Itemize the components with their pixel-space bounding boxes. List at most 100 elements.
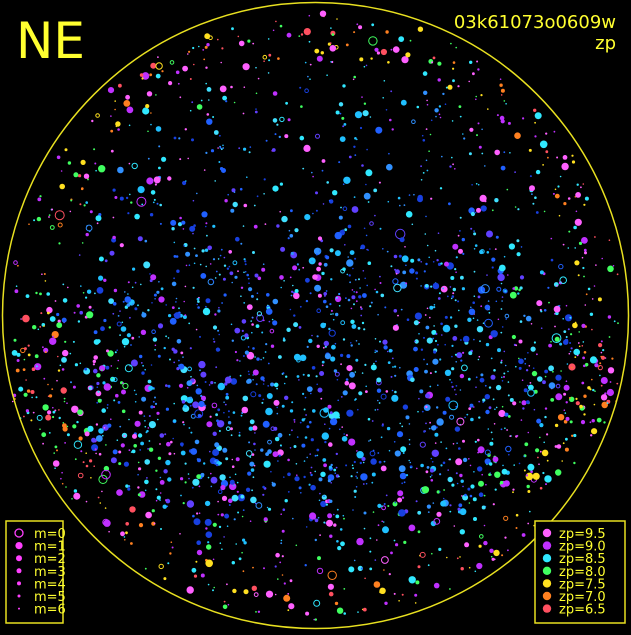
star — [477, 68, 480, 71]
star — [84, 367, 87, 371]
star — [252, 347, 255, 350]
star — [240, 286, 244, 289]
star — [36, 216, 42, 222]
star — [132, 433, 137, 439]
star — [503, 151, 506, 154]
star — [242, 63, 250, 71]
star — [521, 379, 524, 382]
star — [126, 333, 131, 338]
star — [231, 188, 236, 193]
star — [490, 357, 493, 360]
star — [425, 405, 428, 409]
star — [352, 267, 354, 270]
star — [363, 102, 367, 105]
star — [155, 469, 158, 472]
star — [212, 338, 215, 340]
star — [452, 67, 455, 70]
star — [607, 265, 614, 273]
star — [62, 283, 65, 286]
star — [271, 481, 274, 484]
star — [163, 346, 166, 350]
star — [296, 357, 301, 363]
star — [413, 320, 419, 326]
star — [559, 175, 562, 178]
star — [524, 358, 526, 360]
star — [78, 254, 81, 256]
star — [480, 373, 484, 377]
star — [175, 70, 180, 75]
star — [123, 536, 126, 538]
star — [133, 444, 137, 448]
star — [274, 593, 277, 596]
star — [485, 342, 490, 347]
star — [230, 208, 235, 213]
star — [611, 357, 614, 360]
star — [585, 293, 588, 296]
star — [442, 497, 445, 500]
star — [433, 350, 437, 354]
star — [564, 447, 569, 452]
star — [43, 347, 49, 353]
star — [426, 337, 433, 344]
star — [451, 385, 454, 388]
star — [323, 495, 325, 498]
star — [273, 382, 279, 388]
star — [186, 500, 195, 508]
star — [108, 298, 114, 304]
star — [394, 365, 397, 368]
star — [270, 470, 272, 473]
star — [459, 115, 462, 118]
star — [173, 136, 177, 140]
star — [476, 319, 479, 321]
star — [279, 561, 282, 564]
star — [312, 212, 314, 215]
star — [219, 474, 226, 481]
star — [460, 479, 464, 483]
star — [329, 534, 333, 538]
magnitude-legend: m=0m=1m=2m=3m=4m=5m=6 — [14, 527, 66, 618]
zp-marker — [542, 528, 552, 538]
star — [126, 106, 134, 114]
star — [477, 438, 480, 442]
star — [298, 326, 302, 329]
star — [342, 229, 345, 231]
star — [523, 314, 526, 317]
star — [252, 476, 255, 479]
star — [263, 517, 268, 522]
star — [48, 432, 51, 434]
star — [592, 388, 595, 392]
star — [239, 360, 241, 362]
star — [250, 496, 257, 504]
star — [250, 391, 257, 398]
star — [437, 61, 442, 66]
star — [493, 369, 496, 372]
star — [558, 305, 561, 307]
star — [570, 333, 573, 336]
star — [175, 297, 178, 300]
star — [601, 401, 608, 409]
star — [249, 520, 252, 522]
star — [86, 225, 88, 227]
star — [61, 357, 67, 363]
star — [171, 306, 175, 309]
star — [427, 564, 430, 567]
star — [332, 313, 334, 315]
star — [507, 394, 510, 397]
star — [285, 101, 288, 105]
star — [393, 309, 398, 313]
star — [249, 146, 252, 148]
zp-marker — [542, 579, 552, 588]
star — [575, 397, 578, 400]
star — [127, 281, 130, 284]
star — [185, 264, 188, 267]
star — [438, 547, 442, 552]
star — [130, 201, 133, 204]
star — [281, 574, 284, 576]
star — [539, 436, 541, 439]
star — [190, 375, 192, 378]
star — [249, 456, 252, 458]
star — [230, 85, 233, 89]
star — [583, 364, 586, 368]
star — [124, 539, 126, 541]
